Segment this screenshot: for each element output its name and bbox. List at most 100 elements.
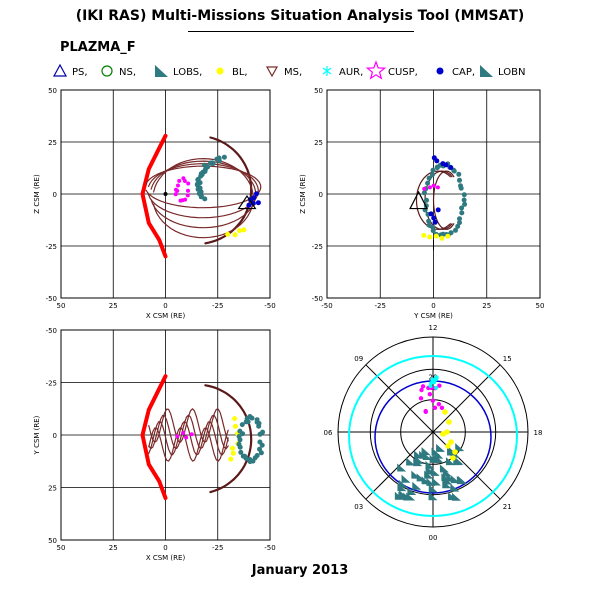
cusp-point bbox=[177, 178, 182, 183]
boundary-layer-point bbox=[421, 232, 427, 238]
boundary-layer-point bbox=[433, 233, 439, 239]
cusp-point bbox=[181, 431, 186, 435]
date-label: January 2013 bbox=[251, 563, 349, 578]
cusp-point bbox=[175, 188, 180, 193]
hour-label: 00 bbox=[429, 534, 438, 542]
x-tick-label: 25 bbox=[482, 302, 491, 310]
cap-point bbox=[246, 202, 252, 208]
boundary-layer-point bbox=[445, 443, 451, 449]
cap-point bbox=[434, 158, 440, 164]
hour-label: 15 bbox=[503, 355, 512, 363]
lobe-point bbox=[237, 444, 243, 450]
ring-label: 20 bbox=[429, 373, 438, 381]
legend-label: BL, bbox=[232, 67, 248, 78]
lobe-point bbox=[243, 419, 249, 425]
y-tick-label: 25 bbox=[48, 485, 57, 493]
lobe-point bbox=[216, 158, 222, 164]
cap-point bbox=[431, 215, 437, 221]
legend-label: MS, bbox=[284, 67, 302, 78]
legend-label: CUSP, bbox=[388, 67, 418, 78]
boundary-layer-point bbox=[230, 450, 236, 456]
lobe-point bbox=[458, 183, 463, 189]
x-tick-label: 50 bbox=[536, 302, 545, 310]
x-axis-label: Y CSM (RE) bbox=[413, 312, 453, 320]
lobe-point bbox=[411, 470, 421, 479]
x-tick-label: -50 bbox=[321, 302, 332, 310]
triangle-open-icon bbox=[52, 63, 68, 77]
y-axis-label: Z CSM (RE) bbox=[33, 174, 41, 214]
lobe-point bbox=[439, 464, 449, 473]
spacecraft-marker-icon bbox=[237, 195, 257, 210]
magnetopause-trace bbox=[140, 133, 168, 259]
polar-spoke bbox=[432, 364, 501, 433]
cusp-point bbox=[184, 435, 189, 440]
cap-point bbox=[251, 195, 257, 201]
orbit-trace bbox=[432, 170, 455, 230]
lobe-point bbox=[424, 197, 429, 203]
legend-item: PS, bbox=[52, 63, 88, 78]
cusp-point bbox=[186, 181, 191, 186]
dot-filled-icon bbox=[436, 67, 444, 75]
dot-filled-icon bbox=[216, 67, 224, 75]
orbit-trace bbox=[148, 427, 229, 462]
lobe-point bbox=[240, 431, 246, 437]
polar-plot: 12 09 06 03 00 21 18 15 20 bbox=[324, 324, 543, 542]
y-axis-label: Z CSM (RE) bbox=[299, 174, 307, 214]
x-tick-label: -25 bbox=[375, 302, 386, 310]
lobe-point bbox=[461, 192, 467, 198]
lobe-point bbox=[457, 475, 467, 484]
cusp-point bbox=[186, 188, 190, 193]
aurora-point bbox=[434, 385, 439, 390]
boundary-layer-point bbox=[445, 233, 451, 239]
cusp-point bbox=[423, 408, 428, 414]
y-tick-label: -25 bbox=[46, 243, 57, 251]
lobe-point bbox=[254, 417, 260, 423]
lobe-point bbox=[447, 492, 457, 501]
lobe-point bbox=[426, 222, 432, 228]
lobe-point bbox=[455, 443, 465, 452]
lobe-point bbox=[455, 223, 461, 229]
lobe-point bbox=[450, 475, 460, 484]
y-tick-label: 50 bbox=[314, 87, 323, 95]
lobe-point bbox=[430, 167, 436, 173]
cusp-point bbox=[185, 193, 190, 198]
y-tick-label: 0 bbox=[53, 432, 57, 440]
x-tick-label: -25 bbox=[212, 544, 223, 552]
lobe-point bbox=[454, 456, 464, 465]
cusp-point bbox=[428, 185, 432, 190]
lobe-point bbox=[397, 463, 407, 472]
cusp-point bbox=[189, 432, 194, 437]
y-tick-label: 50 bbox=[48, 87, 57, 95]
boundary-layer-point bbox=[450, 455, 456, 461]
aurora-point bbox=[434, 375, 439, 380]
lobe-point bbox=[260, 429, 266, 435]
orbit-trace bbox=[148, 408, 229, 443]
y-tick-label: 50 bbox=[48, 537, 57, 545]
legend-label: LOBS, bbox=[173, 67, 202, 78]
legend-item: CUSP, bbox=[365, 60, 418, 80]
hour-label: 18 bbox=[534, 429, 543, 437]
chart-title: (IKI RAS) Multi-Missions Situation Analy… bbox=[75, 8, 525, 24]
cusp-point bbox=[173, 192, 178, 197]
boundary-layer-point bbox=[446, 419, 452, 425]
bow-shock-trace bbox=[204, 384, 253, 494]
lobe-point bbox=[195, 186, 201, 192]
legend-label: CAP, bbox=[452, 67, 475, 78]
cap-point bbox=[448, 165, 454, 170]
cusp-point bbox=[427, 391, 433, 397]
hour-label: 12 bbox=[429, 324, 438, 332]
lobe-point bbox=[450, 483, 460, 492]
plot-area: -50 -25 0 25 50 -50 -25 0 25 50 Y CSM (RE) Z CSM (R… bbox=[299, 87, 544, 320]
lobe-point bbox=[459, 205, 465, 211]
lobe-point bbox=[257, 446, 262, 452]
lobe-point bbox=[457, 216, 462, 222]
plot-area: 50 25 0 -25 -50 -50 -25 0 25 50 X CSM (RE) Z CSM (R… bbox=[33, 87, 276, 320]
polar-spoke bbox=[432, 431, 501, 500]
cusp-point bbox=[422, 186, 427, 191]
cusp-point bbox=[430, 398, 436, 403]
cusp-point bbox=[431, 183, 436, 188]
lobe-point bbox=[401, 474, 411, 483]
lobe-point bbox=[461, 197, 467, 203]
legend-label: LOBN bbox=[498, 67, 525, 78]
